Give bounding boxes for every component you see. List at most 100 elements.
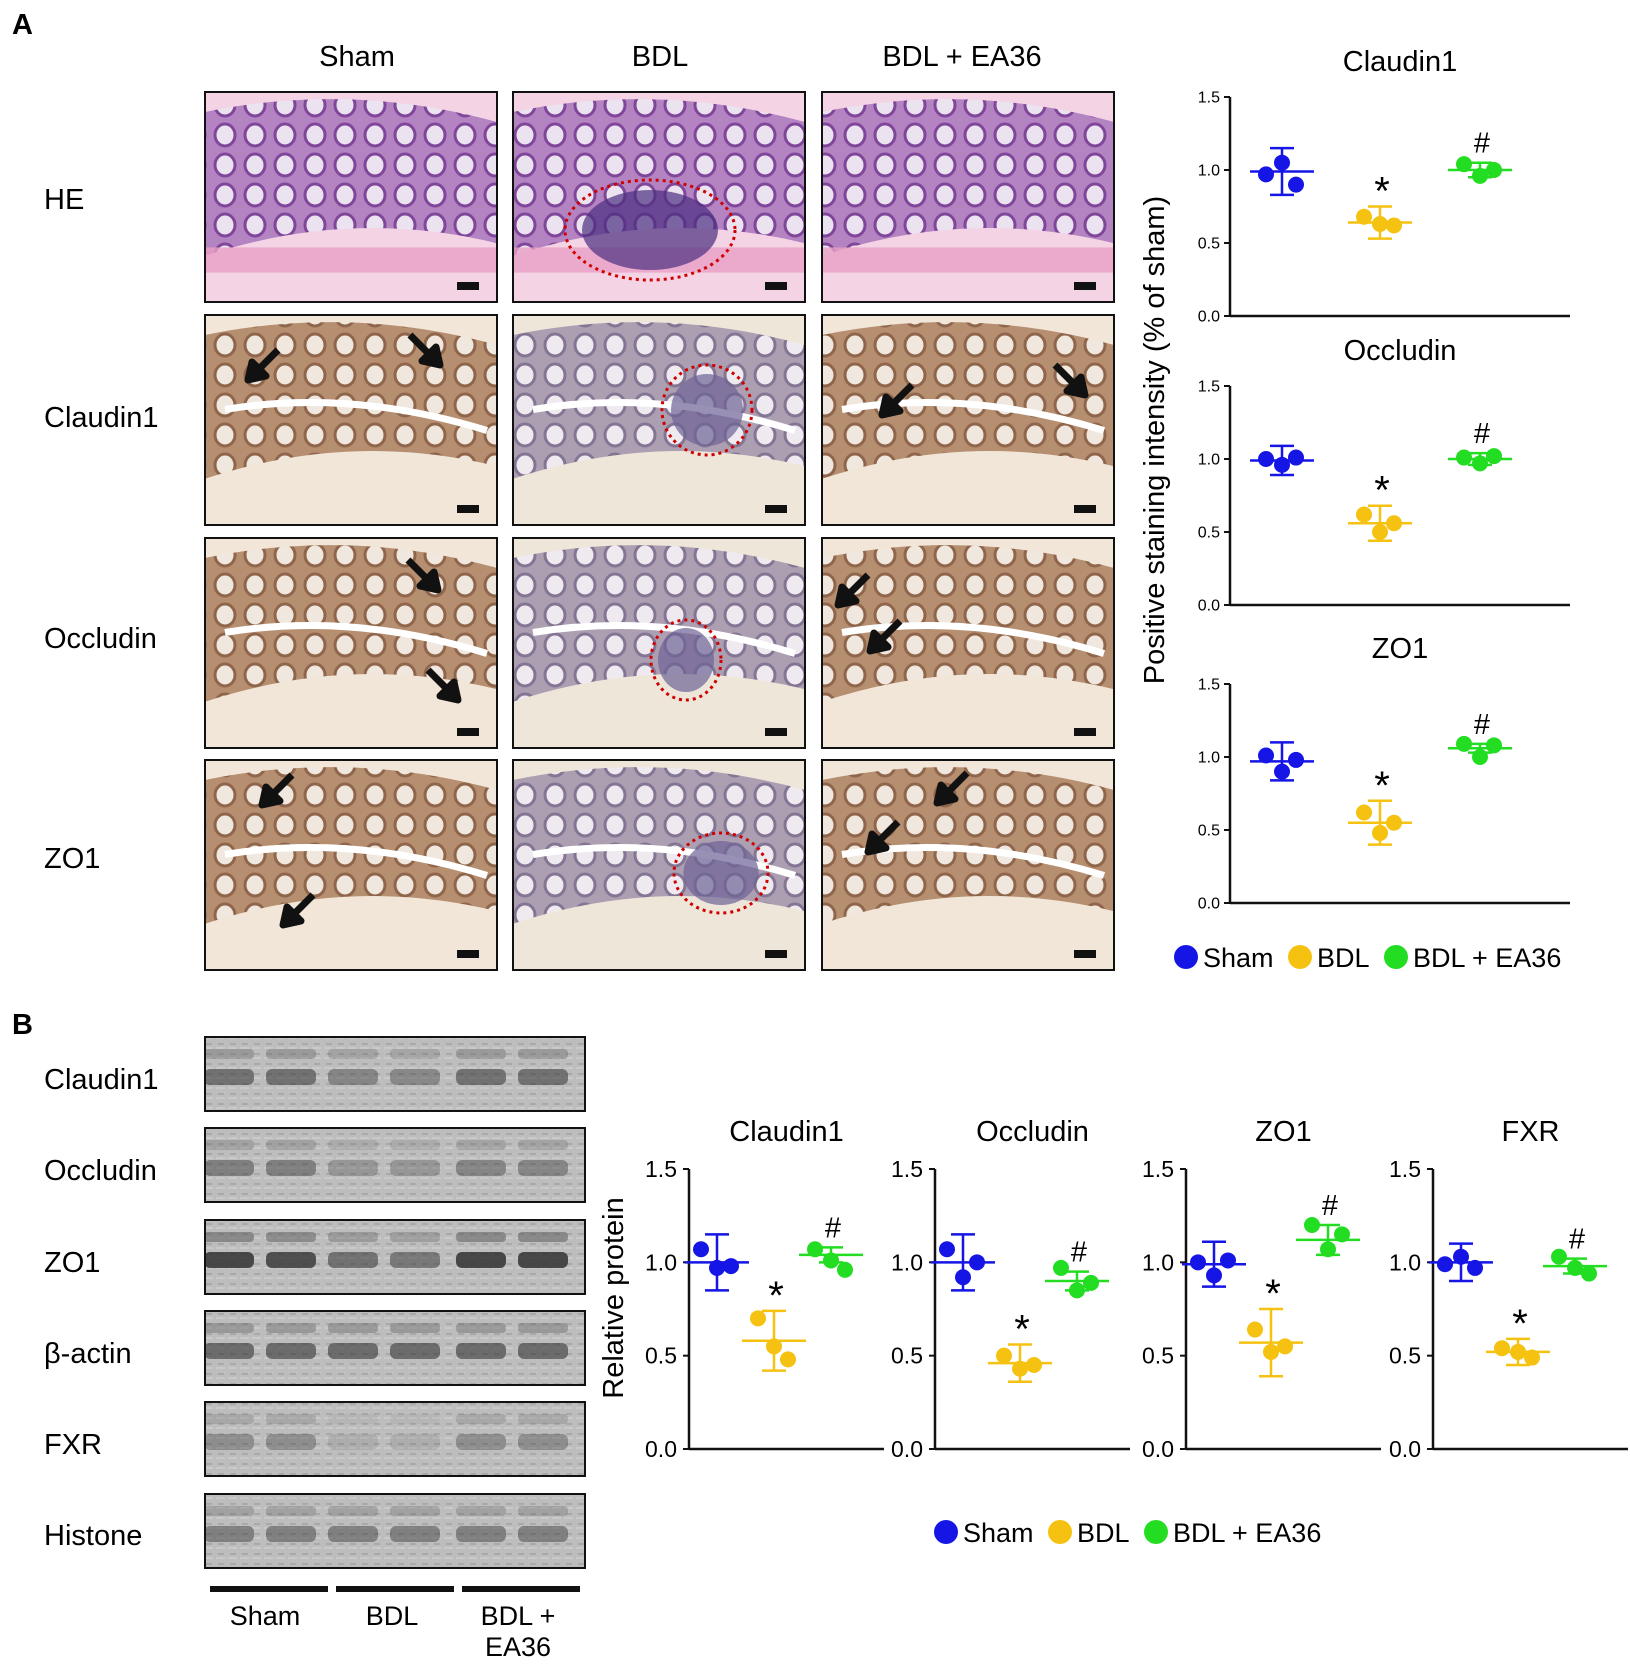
blot-band-upper [390, 1232, 440, 1242]
data-point [1524, 1349, 1540, 1366]
panel-label-b: B [12, 1009, 33, 1041]
data-point [1486, 162, 1502, 178]
plot-title: Occludin [976, 1116, 1089, 1148]
data-point [1083, 1274, 1099, 1291]
blot-strip-occludin [204, 1127, 586, 1203]
y-tick-label: 1.0 [645, 1249, 677, 1275]
data-point [837, 1261, 853, 1278]
y-tick-label: 1.0 [1142, 1249, 1174, 1275]
ihc-y-axis-label: Positive staining intensity (% of sham) [1139, 196, 1171, 684]
blot-band [518, 1526, 568, 1542]
blot-band [456, 1160, 506, 1176]
blot-band [266, 1069, 316, 1085]
blot-band [456, 1252, 506, 1268]
significance-asterisk: * [1374, 764, 1390, 808]
data-point [766, 1338, 782, 1355]
micrograph-he-sham [204, 91, 498, 303]
y-tick-label: 1.5 [1198, 677, 1220, 694]
significance-hash: # [825, 1212, 841, 1244]
data-point [1288, 176, 1304, 193]
series-bdl-ea36: # [1448, 418, 1512, 472]
blot-band-upper [518, 1140, 568, 1150]
blot-band-upper [390, 1506, 440, 1516]
legend-label-bdl-ea36: BDL + EA36 [1413, 943, 1561, 973]
data-point [1274, 154, 1290, 171]
data-point [1472, 455, 1488, 472]
blot-band [204, 1069, 254, 1085]
data-point [1334, 1226, 1350, 1243]
lesion-outline [672, 831, 770, 915]
significance-asterisk: * [1014, 1307, 1030, 1351]
blot-band-upper [518, 1506, 568, 1516]
staining-arrow [866, 618, 903, 655]
blot-label-occludin: Occludin [44, 1155, 157, 1187]
blot-band-upper [204, 1506, 254, 1516]
data-point [1288, 449, 1304, 466]
series-bdl-ea36: # [799, 1212, 863, 1278]
blot-band [518, 1252, 568, 1268]
y-tick-label: 0.5 [1142, 1343, 1174, 1369]
data-point [1386, 515, 1402, 532]
blot-strip-fxr [204, 1401, 586, 1477]
blot-band-upper [266, 1232, 316, 1242]
data-point [1053, 1259, 1069, 1276]
blot-border [204, 1127, 586, 1203]
data-point [823, 1252, 839, 1269]
micrograph-border [512, 537, 806, 749]
series-sham [931, 1233, 995, 1292]
micrograph-grid [204, 91, 1115, 971]
blot-band [390, 1069, 440, 1085]
legend-label-bdl: BDL [1077, 1518, 1130, 1548]
data-point [1304, 1217, 1320, 1233]
plot-a-claudin1: 0.0 0.5 1.0 1.5 Claudin1 * # [1198, 46, 1570, 326]
data-point [807, 1241, 823, 1258]
micrograph-border [204, 314, 498, 526]
histology-column-bdl: BDL [632, 41, 688, 73]
series-bdl-ea36: # [1543, 1224, 1607, 1282]
blot-label-beta-actin: β-actin [44, 1338, 132, 1370]
data-point [1386, 814, 1402, 831]
data-point [1356, 804, 1372, 821]
blot-band-upper [328, 1414, 378, 1424]
blot-band [204, 1343, 254, 1359]
blot-strip-claudin1 [204, 1036, 586, 1112]
data-point [750, 1310, 766, 1327]
data-point [1220, 1252, 1236, 1269]
series-sham [1250, 146, 1314, 197]
data-point [1372, 824, 1388, 841]
data-point [709, 1259, 725, 1276]
blot-label-claudin1: Claudin1 [44, 1064, 158, 1096]
lumen-gap [532, 622, 797, 657]
blot-band-upper [456, 1414, 506, 1424]
significance-asterisk: * [1512, 1302, 1528, 1346]
y-tick-label: 1.5 [891, 1156, 923, 1182]
blot-band-upper [204, 1414, 254, 1424]
crypt-layer [822, 322, 1114, 479]
crypt-layer [513, 545, 805, 702]
data-point [1494, 1340, 1510, 1357]
data-point [1456, 735, 1472, 752]
plot-title: ZO1 [1255, 1116, 1311, 1148]
scale-bar [1074, 505, 1096, 513]
series-bdl-ea36: # [1448, 709, 1512, 765]
legend-marker-bdl [1048, 1520, 1072, 1544]
blot-band [328, 1434, 378, 1450]
blot-band-upper [204, 1323, 254, 1333]
micrograph-occludin-sham [204, 537, 498, 749]
blot-band [518, 1434, 568, 1450]
histology-column-sham: Sham [319, 41, 395, 73]
lumen-gap [532, 399, 797, 434]
data-point [1453, 1248, 1469, 1265]
series-bdl: * [1239, 1272, 1303, 1378]
blot-band-upper [456, 1232, 506, 1242]
scale-bar [765, 728, 787, 736]
micrograph-zo1-bdl-ea36 [821, 759, 1115, 971]
data-point [1274, 456, 1290, 473]
significance-asterisk: * [1374, 170, 1390, 214]
blot-group-bdl-ea36-line1: BDL + [481, 1601, 556, 1631]
staining-arrow [407, 332, 444, 369]
crypt-layer [205, 99, 497, 256]
significance-asterisk: * [1265, 1272, 1281, 1316]
inflammatory-infiltrate [658, 628, 714, 692]
